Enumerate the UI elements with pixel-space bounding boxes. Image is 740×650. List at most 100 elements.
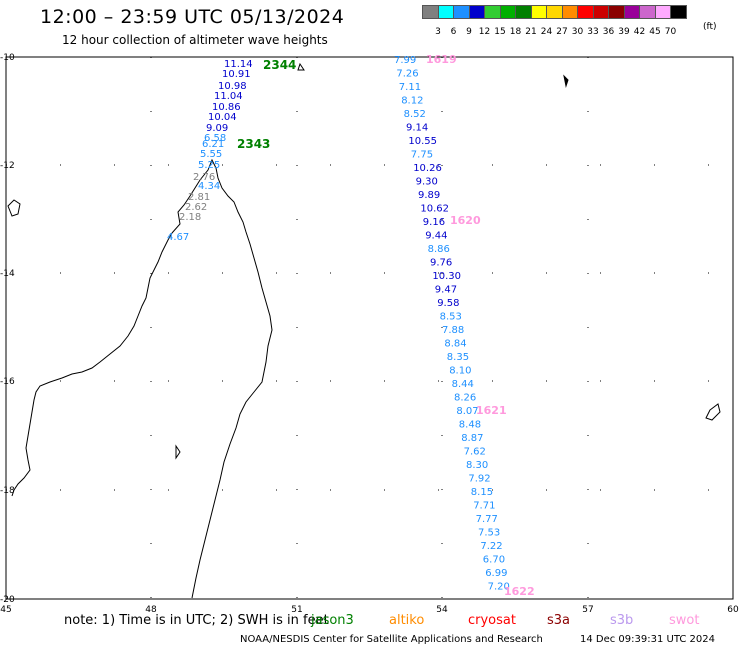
legend-label: 39 xyxy=(618,27,630,37)
swh-value: 8.35 xyxy=(447,352,469,363)
legend-label: 36 xyxy=(602,27,615,37)
island xyxy=(175,444,181,460)
swh-value: 8.86 xyxy=(428,244,450,255)
legend-label: 15 xyxy=(494,27,506,37)
legend-label: 9 xyxy=(466,27,472,37)
pass-time-label: 1621 xyxy=(476,404,507,417)
swh-value: 10.30 xyxy=(432,271,461,282)
swh-value: 2.81 xyxy=(188,192,210,203)
map-frame xyxy=(5,56,734,600)
swh-value: 7.26 xyxy=(396,69,418,80)
swh-value: 7.53 xyxy=(478,528,500,539)
swh-value: 9.44 xyxy=(425,231,447,242)
swh-value: 7.62 xyxy=(464,447,486,458)
island xyxy=(297,62,305,71)
swh-value: 8.48 xyxy=(459,420,481,431)
legend-label: 27 xyxy=(556,27,568,37)
satellite-altiko: altiko xyxy=(389,613,425,628)
lat-tick-label: -10 xyxy=(0,53,15,63)
legend-label: 12 xyxy=(478,27,491,37)
lon-tick-label: 57 xyxy=(582,605,593,615)
legend-label: 21 xyxy=(525,27,537,37)
swh-value: 9.30 xyxy=(416,177,438,188)
satellite-swot: swot xyxy=(669,613,700,628)
swh-value: 9.09 xyxy=(206,123,228,134)
swh-value: 10.91 xyxy=(222,69,251,80)
swh-value: 9.14 xyxy=(406,123,428,134)
legend-label: 33 xyxy=(587,27,599,37)
swh-value: 8.30 xyxy=(466,460,488,471)
swh-value: 7.22 xyxy=(480,541,502,552)
satellite-s3a: s3a xyxy=(547,613,571,628)
swh-value: 8.26 xyxy=(454,393,476,404)
legend-label: 18 xyxy=(509,27,522,37)
swh-value: 8.87 xyxy=(461,433,483,444)
lat-tick-label: -14 xyxy=(0,269,15,279)
swh-value: 7.71 xyxy=(473,501,495,512)
swh-value: 6.99 xyxy=(485,568,507,579)
swh-value: 8.12 xyxy=(401,96,423,107)
swh-value: 8.10 xyxy=(449,366,471,377)
swh-value: 7.88 xyxy=(442,325,464,336)
swh-value: 8.53 xyxy=(440,312,462,323)
map-title: 12:00 – 23:59 UTC 05/13/2024 xyxy=(40,6,345,28)
swh-value: 8.52 xyxy=(404,109,426,120)
swh-value: 5.55 xyxy=(200,149,222,160)
swh-value: 6.21 xyxy=(202,139,224,150)
island xyxy=(7,199,21,217)
swh-value: 11.14 xyxy=(224,59,253,70)
legend-label: 24 xyxy=(540,27,553,37)
swh-value: 7.99 xyxy=(394,55,416,66)
swh-value: 8.44 xyxy=(452,379,474,390)
legend-label: 45 xyxy=(649,27,661,37)
satellite-cryosat: cryosat xyxy=(468,613,516,628)
pass-time-label: 1620 xyxy=(450,214,481,227)
pass-time-label: 1619 xyxy=(426,53,457,66)
swh-value: 10.04 xyxy=(208,112,237,123)
credit-line: NOAA/NESDIS Center for Satellite Applica… xyxy=(240,634,543,645)
swh-value: 9.58 xyxy=(437,298,459,309)
lon-tick-label: 45 xyxy=(0,605,11,615)
swh-value: 2.18 xyxy=(179,212,201,223)
swh-value: 10.26 xyxy=(413,163,442,174)
swh-value: 7.77 xyxy=(476,514,498,525)
swh-value: 2.76 xyxy=(193,172,215,183)
swh-value: 8.07 xyxy=(456,406,478,417)
satellite-jason3: jason3 xyxy=(311,613,354,628)
swh-value: 8.84 xyxy=(444,339,466,350)
swh-value: 10.98 xyxy=(218,81,247,92)
swh-value: 6.70 xyxy=(483,555,505,566)
swh-value: 2.62 xyxy=(185,202,207,213)
swh-value: 10.55 xyxy=(408,136,437,147)
legend-unit: (ft) xyxy=(703,22,717,32)
swh-value: 7.20 xyxy=(488,582,510,593)
swh-value: 4.34 xyxy=(198,181,220,192)
swh-value: 5.25 xyxy=(198,160,220,171)
legend-label: 70 xyxy=(664,27,677,37)
legend-label: 42 xyxy=(633,27,646,37)
lat-tick-label: -18 xyxy=(0,486,15,496)
swh-value: 9.89 xyxy=(418,190,440,201)
island xyxy=(563,74,569,88)
lon-tick-label: 60 xyxy=(727,605,739,615)
lat-tick-label: -20 xyxy=(0,595,15,605)
pass-time-label: 2343 xyxy=(237,137,270,151)
satellite-s3b: s3b xyxy=(610,613,634,628)
pass-time-label: 1622 xyxy=(504,585,535,598)
footer-note: note: 1) Time is in UTC; 2) SWH is in fe… xyxy=(64,613,329,628)
swh-value: 7.92 xyxy=(468,474,490,485)
island xyxy=(705,403,721,421)
generated-timestamp: 14 Dec 09:39:31 UTC 2024 xyxy=(580,634,715,645)
legend-label: 6 xyxy=(450,27,457,37)
wave-height-legend: 3 6 9 12 15 18 21 24 27 30 33 36 39 42 45 70 xyxy=(422,5,687,37)
swh-value: 9.47 xyxy=(435,285,457,296)
swh-value: 7.11 xyxy=(399,82,421,93)
swh-value: 4.67 xyxy=(167,232,189,243)
legend-swatch xyxy=(670,5,687,19)
swh-value: 7.75 xyxy=(411,150,433,161)
swh-value: 10.86 xyxy=(212,102,241,113)
swh-value: 11.04 xyxy=(214,91,243,102)
lat-tick-label: -12 xyxy=(0,161,15,171)
swh-value: 6.58 xyxy=(204,133,226,144)
